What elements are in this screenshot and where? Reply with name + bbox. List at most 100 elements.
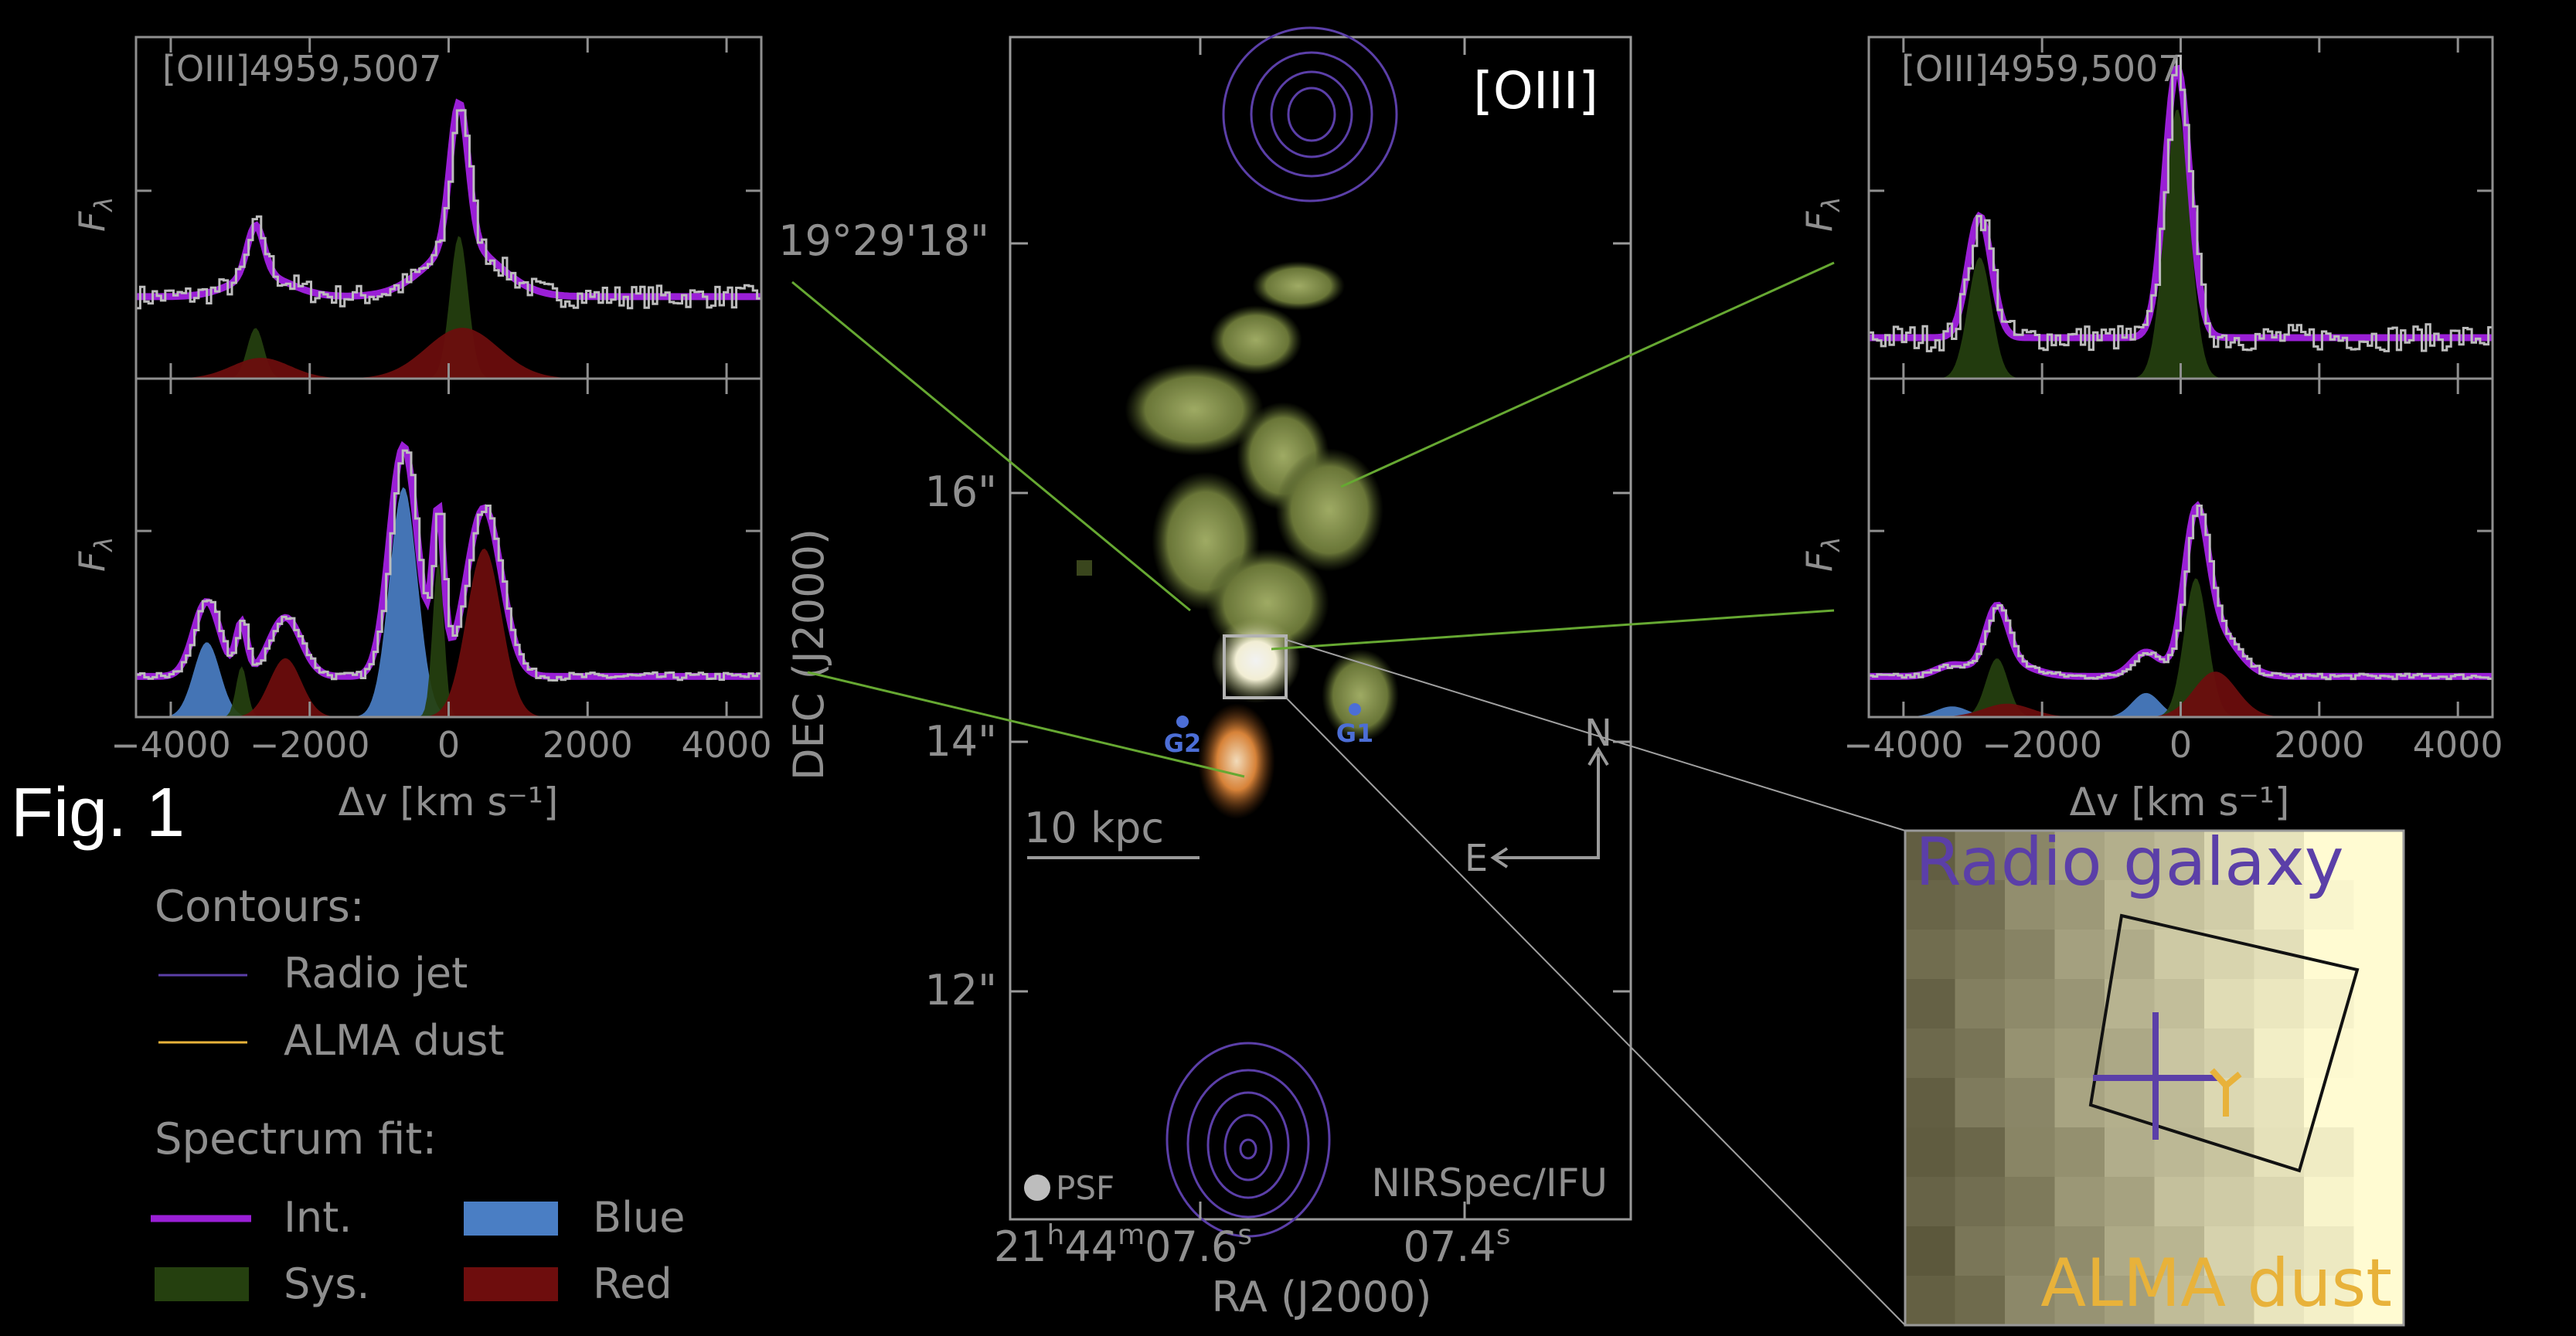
inset-pixel (2204, 1276, 2254, 1326)
inset-pixel (2304, 1078, 2354, 1128)
inset-pixel (2204, 1177, 2254, 1227)
spectrum-left-bottom: −4000 −2000 0 2000 4000 (111, 377, 772, 766)
inset-pixel (2054, 1226, 2105, 1277)
ylabel-main: F (71, 211, 113, 232)
image-ticks (1010, 37, 1631, 1219)
inset-pixel (2254, 1177, 2305, 1227)
inset-pixel (2054, 930, 2105, 980)
radio-jet-contours-north (1222, 26, 1398, 202)
inset-pixel (2154, 1028, 2205, 1079)
ra-tick-1: 07.4s​ (1404, 1219, 1511, 1271)
scalebar-label: 10 kpc (1024, 804, 1164, 852)
fit-component-red (136, 658, 761, 717)
inset-pixel (2105, 1177, 2155, 1227)
left-xlabel: Δv [km s⁻¹] (339, 780, 559, 824)
inset-pixel (1905, 1078, 1955, 1128)
dec-label-text: DEC (J2000) (784, 529, 833, 780)
nirspec-footprint (2088, 913, 2360, 1173)
inset-pixel-grid (1905, 831, 2404, 1326)
inset-pixel (2353, 880, 2404, 930)
inset-pixel (2204, 979, 2254, 1029)
inset-pixel (2154, 979, 2205, 1029)
fit-component-sys (1869, 109, 2493, 379)
legend-fit-title: Spectrum fit: (155, 1114, 437, 1164)
inset-pixel (2204, 1226, 2254, 1277)
alma-dust-marker (2210, 1068, 2242, 1117)
inset-pixel (2254, 1028, 2305, 1079)
fit-component-red (136, 328, 761, 379)
x-tick-label: −4000 (111, 724, 231, 766)
inset-pixel (2005, 1276, 2055, 1326)
inset-pixel (1905, 979, 1955, 1029)
dec-tick-2: 14" (924, 717, 997, 766)
inset-pixel (2105, 1078, 2155, 1128)
inset-pixel (2054, 979, 2105, 1029)
inset-pixel (2154, 880, 2205, 930)
inset-pixel (2304, 1127, 2354, 1178)
inset-pixel (2353, 1177, 2404, 1227)
inset-pixel (1905, 831, 1955, 881)
inset-pixel (2154, 1127, 2205, 1178)
inset-pixel (2304, 1226, 2354, 1277)
region-connectors (791, 261, 1835, 778)
fit-component-sys (1869, 578, 2493, 717)
dec-tick-1: 16" (924, 467, 997, 516)
instrument-label: NIRSpec/IFU (1371, 1161, 1608, 1205)
inset-pixel (2353, 831, 2404, 881)
fit-component-sys (136, 236, 761, 379)
inset-pixel (1905, 1177, 1955, 1227)
inset-pixel (2154, 930, 2205, 980)
legend-red-swatch (464, 1267, 558, 1301)
inset-pixel (1955, 979, 2006, 1029)
inset-pixel (2254, 979, 2305, 1029)
dec-tick-0: 19°29'18" (778, 216, 989, 265)
inset-pixel (2304, 880, 2354, 930)
ylabel-main: F (1798, 551, 1840, 572)
right-top-ylabel: Fλ (1798, 197, 1846, 232)
emission-blob (1322, 649, 1399, 742)
inset-pixel (1905, 1276, 1955, 1326)
legend-int-label: Int. (284, 1193, 352, 1242)
inset-pixel (1905, 1127, 1955, 1178)
inset-alma-label: ALMA dust (2040, 1245, 2392, 1322)
emission-core (1211, 618, 1301, 703)
ylabel-sub: λ (89, 537, 118, 553)
image-panel: [OIII] NIRSpec/IFU PSF 10 kpc N E G2 G1 (1009, 26, 1632, 1238)
inset-radio-label: Radio galaxy (1915, 824, 2344, 901)
inset-pixel (2254, 1078, 2305, 1128)
inset-pixel (1955, 1078, 2006, 1128)
inset-pixel (2005, 880, 2055, 930)
inset-pixel (2254, 880, 2305, 930)
x-tick-label: 0 (437, 724, 460, 766)
inset-pixel (2154, 1226, 2205, 1277)
inset-pixel (2005, 1078, 2055, 1128)
inset-pixel (2204, 831, 2254, 881)
inset-pixel (2154, 1078, 2205, 1128)
emission-blob (1252, 261, 1345, 311)
fit-component-sys (1869, 257, 2493, 379)
legend-alma-dust-label: ALMA dust (284, 1016, 505, 1065)
galaxy-marker-g1 (1349, 703, 1361, 716)
fit-component-red (1869, 703, 2493, 717)
inset-pixel (2254, 1276, 2305, 1326)
inset-pixel (2054, 1078, 2105, 1128)
ra-axis-label: RA (J2000) (1212, 1273, 1432, 1321)
inset-pixel (2353, 1078, 2404, 1128)
ylabel-sub: λ (1816, 537, 1846, 553)
x-tick-label: 4000 (2413, 724, 2503, 766)
emission-pixel (1077, 560, 1092, 576)
ylabel-main: F (71, 551, 113, 572)
inset-pixel (2304, 1276, 2354, 1326)
inset-pixel (2054, 880, 2105, 930)
x-tick-label: 0 (2169, 724, 2192, 766)
inset-pixel (1955, 880, 2006, 930)
ylabel-main: F (1798, 211, 1840, 232)
inset-pixel (2204, 880, 2254, 930)
legend: Contours: Radio jet ALMA dust Spectrum f… (151, 882, 686, 1308)
dec-axis-label: DEC (J2000) (784, 529, 833, 780)
compass-east: E (1465, 837, 1488, 880)
inset-pixel (2105, 1276, 2155, 1326)
inset-pixel (2005, 1177, 2055, 1227)
inset-pixel (1955, 1226, 2006, 1277)
inset-pixel (1905, 930, 1955, 980)
